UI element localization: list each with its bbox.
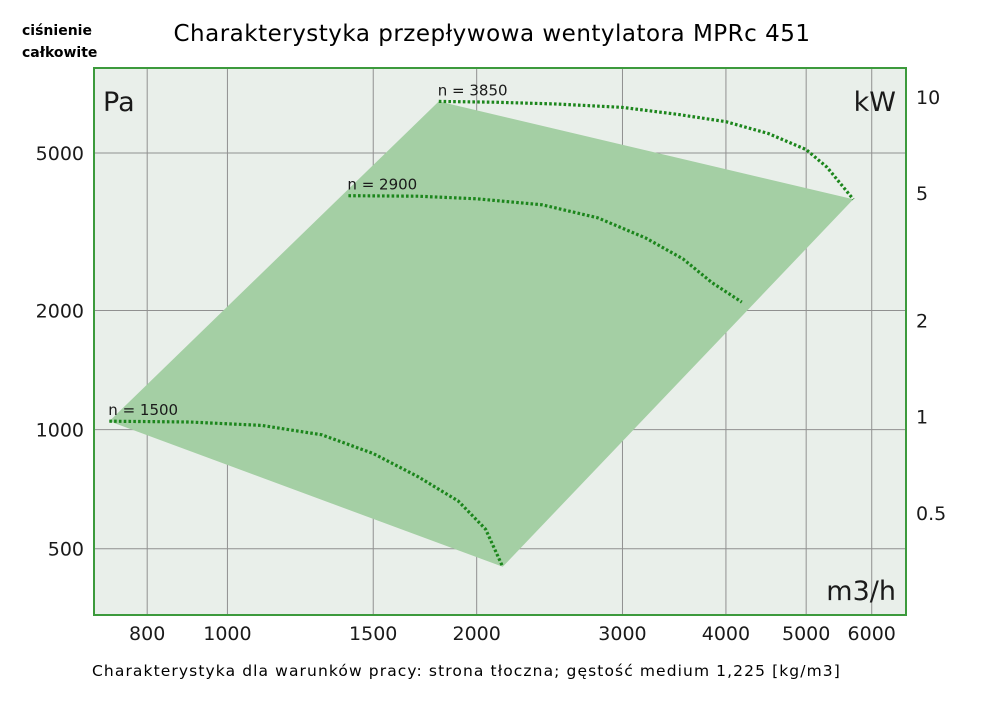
- plot-frame: [93, 67, 907, 616]
- x-tick-label: 6000: [848, 623, 896, 645]
- y-axis-ticks: 500 1000 2000 5000: [36, 143, 84, 561]
- y2-axis-ticks: 0.5 1 2 5 10: [916, 87, 946, 525]
- y2-tick-label: 5: [916, 183, 928, 205]
- curve-label-n-2900: n = 2900: [347, 176, 417, 194]
- curve-labels: n = 1500 n = 2900 n = 3850: [108, 81, 507, 419]
- x-tick-label: 800: [129, 623, 165, 645]
- y2-tick-label: 2: [916, 310, 928, 332]
- x-tick-label: 4000: [702, 623, 750, 645]
- x-tick-label: 2000: [452, 623, 500, 645]
- y2-unit-label: kW: [854, 87, 896, 118]
- curve-n-2900: [348, 194, 743, 304]
- x-tick-label: 5000: [782, 623, 830, 645]
- y2-tick-label: 1: [916, 407, 928, 429]
- x-unit-label: m3/h: [826, 576, 896, 607]
- chart-title: Charakterystyka przepływowa wentylatora …: [173, 21, 810, 47]
- y-tick-label: 500: [48, 539, 84, 561]
- footnote: Charakterystyka dla warunków pracy: stro…: [92, 662, 841, 680]
- y-axis-label-line1: ciśnienie: [22, 23, 92, 39]
- curve-n-3850: [438, 99, 855, 201]
- y-tick-label: 5000: [36, 143, 84, 165]
- x-tick-label: 3000: [598, 623, 646, 645]
- y-tick-label: 1000: [36, 420, 84, 442]
- x-axis-ticks: 800 1000 1500 2000 3000 4000 5000 6000: [129, 623, 896, 645]
- operating-region: [109, 101, 854, 567]
- y-tick-label: 2000: [36, 300, 84, 322]
- y-axis-label-line2: całkowite: [22, 45, 97, 61]
- x-tick-label: 1500: [349, 623, 397, 645]
- x-tick-label: 1000: [203, 623, 251, 645]
- y2-tick-label: 0.5: [916, 503, 946, 525]
- y-unit-label: Pa: [103, 87, 135, 118]
- curve-label-n-3850: n = 3850: [438, 81, 508, 99]
- curve-label-n-1500: n = 1500: [108, 401, 178, 419]
- speed-curves: [109, 99, 855, 568]
- y2-tick-label: 10: [916, 87, 940, 109]
